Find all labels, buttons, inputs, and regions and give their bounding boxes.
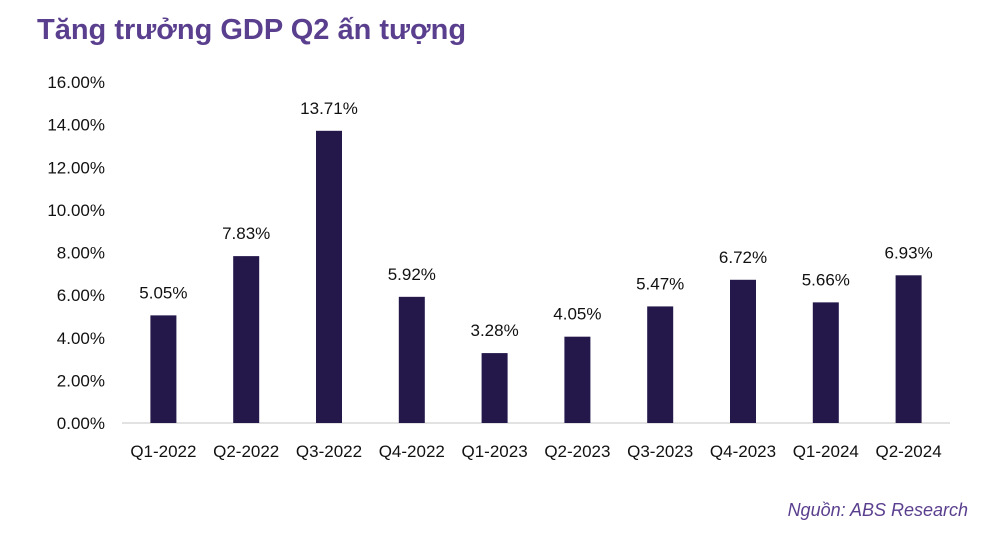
x-tick-label: Q1-2023 <box>462 442 528 461</box>
x-tick-label: Q2-2024 <box>876 442 942 461</box>
bar-q2-2024 <box>895 275 922 423</box>
x-tick-label: Q3-2023 <box>627 442 693 461</box>
data-label: 5.47% <box>636 274 684 293</box>
y-tick-label: 14.00% <box>47 116 105 135</box>
data-label: 5.92% <box>388 265 436 284</box>
y-tick-label: 16.00% <box>47 73 105 92</box>
bar-q3-2022 <box>316 130 342 424</box>
y-tick-label: 10.00% <box>47 201 105 220</box>
chart-title: Tăng trưởng GDP Q2 ấn tượng <box>37 14 467 46</box>
bar-q1-2022 <box>150 315 177 423</box>
data-label: 4.05% <box>553 305 601 324</box>
y-tick-label: 12.00% <box>47 158 105 177</box>
x-tick-label: Q2-2023 <box>544 442 610 461</box>
data-label: 5.05% <box>139 283 187 302</box>
y-tick-label: 6.00% <box>57 286 105 305</box>
source-note: Nguồn: ABS Research <box>787 500 968 520</box>
x-tick-label: Q2-2022 <box>213 442 279 461</box>
x-tick-label: Q4-2023 <box>710 442 776 461</box>
y-tick-label: 2.00% <box>57 371 105 390</box>
bar-q1-2023 <box>481 353 508 423</box>
x-tick-label: Q1-2024 <box>793 442 859 461</box>
data-label: 5.66% <box>802 270 850 289</box>
x-tick-label: Q4-2022 <box>379 442 445 461</box>
data-label: 6.72% <box>719 248 767 267</box>
y-tick-label: 0.00% <box>57 414 105 433</box>
x-tick-label: Q1-2022 <box>130 442 196 461</box>
data-label: 7.83% <box>222 224 270 243</box>
data-label: 13.71% <box>300 99 358 118</box>
bar-q2-2023 <box>564 336 591 423</box>
bar-q1-2024 <box>812 302 839 423</box>
bar-q2-2022 <box>233 256 260 423</box>
y-tick-label: 4.00% <box>57 329 105 348</box>
x-tick-label: Q3-2022 <box>296 442 362 461</box>
bar-q4-2023 <box>730 279 756 423</box>
bar-q3-2023 <box>647 306 674 423</box>
y-tick-label: 8.00% <box>57 244 105 263</box>
data-label: 6.93% <box>884 243 932 262</box>
bar-q4-2022 <box>398 296 425 423</box>
data-label: 3.28% <box>470 321 518 340</box>
